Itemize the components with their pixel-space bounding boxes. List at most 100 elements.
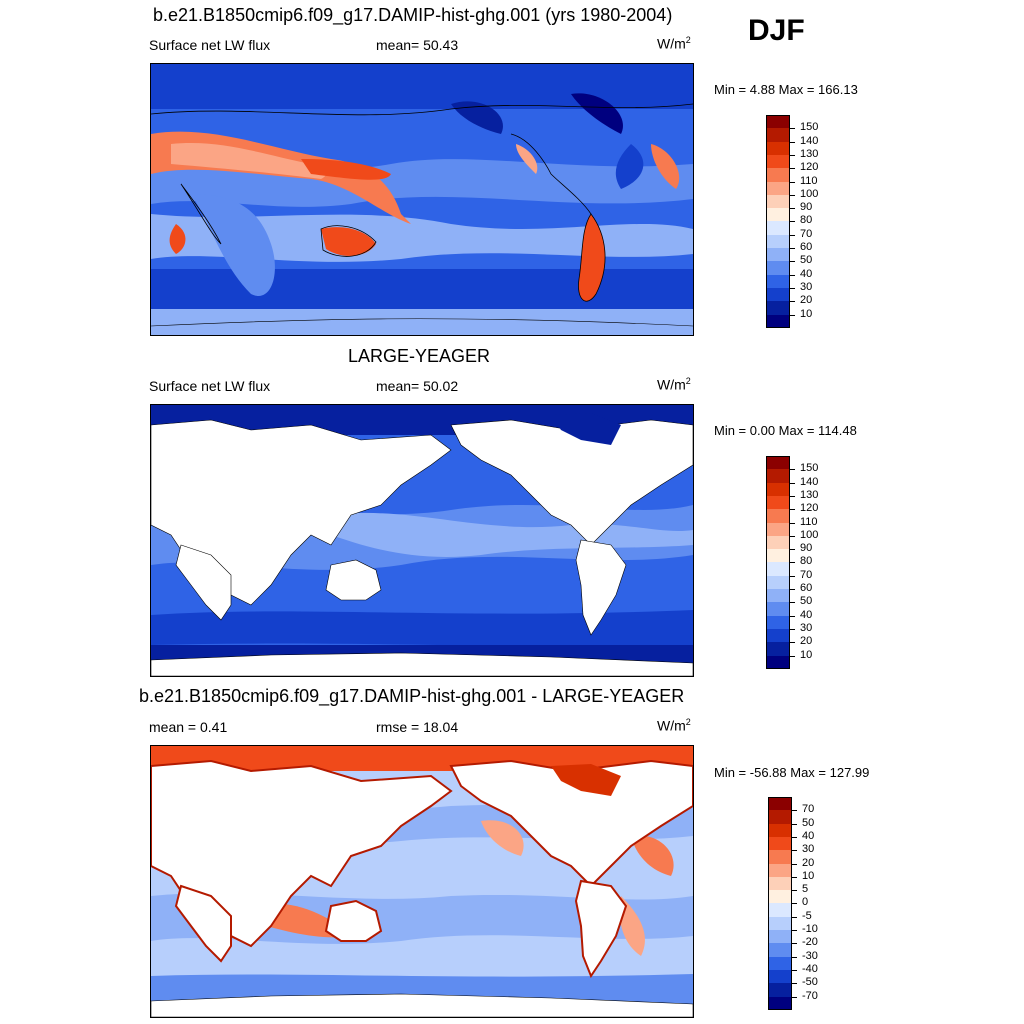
panel-1-variable-label: Surface net LW flux (149, 37, 271, 53)
colorbar-tick (792, 943, 797, 945)
colorbar-tick (792, 836, 797, 838)
colorbar-label: 130 (800, 147, 819, 160)
colorbar-tick (792, 890, 797, 892)
colorbar-tick (792, 810, 797, 812)
panel-2-map-svg (151, 405, 693, 676)
panel-1-colorbar: 150 140 130 120 110 100 90 80 70 60 50 40 30 20 10 (766, 115, 856, 329)
colorbar-tick (790, 128, 795, 130)
colorbar-label: 40 (800, 608, 813, 621)
colorbar-tick (790, 194, 795, 196)
panel-3-rmse-label: rmse = 18.04 (376, 719, 459, 735)
colorbar-label: 120 (800, 161, 819, 174)
colorbar-label: 70 (802, 803, 815, 816)
panel-2-minmax: Min = 0.00 Max = 114.48 (714, 423, 857, 438)
colorbar-label: 20 (800, 635, 813, 648)
panel-1-minmax: Min = 4.88 Max = 166.13 (714, 82, 858, 97)
colorbar-tick (792, 903, 797, 905)
colorbar-tick (790, 248, 795, 249)
colorbar-label: 10 (800, 648, 813, 661)
colorbar-tick (790, 535, 795, 537)
colorbar-tick (792, 983, 797, 985)
panel-1-units: W/m2 (657, 35, 691, 52)
colorbar-label: 80 (800, 555, 813, 568)
colorbar-tick (790, 615, 795, 617)
colorbar-label: 40 (800, 267, 813, 280)
colorbar-frame (768, 797, 792, 1010)
colorbar-label: 40 (802, 829, 815, 842)
panel-1-title: b.e21.B1850cmip6.f09_g17.DAMIP-hist-ghg.… (153, 5, 673, 25)
colorbar-tick (790, 509, 795, 511)
colorbar-tick (790, 287, 795, 289)
colorbar-tick (790, 549, 795, 551)
panel-1-mean-label: mean= 50.43 (376, 37, 459, 53)
colorbar-tick (792, 823, 797, 825)
colorbar-tick (790, 221, 795, 223)
colorbar-label: 130 (800, 488, 819, 501)
colorbar-label: 150 (800, 462, 819, 475)
colorbar-label: 20 (802, 856, 815, 869)
colorbar-tick (792, 863, 797, 865)
colorbar-label: 150 (800, 121, 819, 134)
colorbar-label: 70 (800, 568, 813, 581)
colorbar-label: 100 (800, 528, 819, 541)
panel-2-title: LARGE-YEAGER (348, 346, 491, 366)
colorbar-label: 110 (800, 515, 818, 528)
colorbar-label: 100 (800, 187, 819, 200)
colorbar-label: 0 (802, 896, 809, 909)
colorbar-tick (792, 916, 797, 918)
colorbar-label: -20 (802, 936, 818, 949)
panel-3-units: W/m2 (657, 717, 691, 734)
colorbar-tick (792, 850, 797, 852)
colorbar-label: 50 (800, 254, 813, 267)
colorbar-label: -5 (802, 909, 812, 922)
panel-2-map (150, 404, 694, 677)
colorbar-label: -70 (802, 989, 818, 1002)
season-label: DJF (748, 14, 805, 47)
colorbar-tick (790, 181, 795, 183)
colorbar-label: 70 (800, 227, 813, 240)
colorbar-label: 10 (800, 307, 813, 320)
colorbar-label: -40 (802, 962, 818, 975)
colorbar-tick (792, 956, 797, 958)
colorbar-label: 80 (800, 214, 813, 227)
colorbar-label: 30 (800, 280, 813, 293)
colorbar-label: 120 (800, 502, 819, 515)
colorbar-label: -30 (802, 949, 818, 962)
colorbar-tick (790, 522, 795, 524)
colorbar-tick (792, 969, 797, 971)
panel-2-variable-label: Surface net LW flux (149, 378, 271, 394)
colorbar-label: 90 (800, 201, 813, 214)
colorbar-label: 10 (802, 869, 815, 882)
panel-3-map-svg (151, 746, 693, 1017)
colorbar-label: 140 (800, 475, 819, 488)
colorbar-tick (790, 234, 795, 236)
colorbar-label: 110 (800, 174, 818, 187)
colorbar-label: 50 (800, 595, 813, 608)
colorbar-tick (792, 930, 797, 931)
colorbar-tick (790, 602, 795, 604)
colorbar-label: 50 (802, 816, 815, 829)
colorbar-tick (790, 141, 795, 143)
colorbar-label: 5 (802, 883, 809, 896)
colorbar-tick (790, 575, 795, 577)
colorbar-label: 90 (800, 542, 813, 555)
panel-3-map (150, 745, 694, 1018)
colorbar-label: -10 (802, 923, 818, 935)
colorbar-tick (790, 495, 795, 497)
colorbar-tick (790, 168, 795, 170)
colorbar-tick (792, 876, 797, 878)
colorbar-tick (790, 154, 795, 156)
colorbar-tick (792, 996, 797, 998)
colorbar-label: 60 (800, 241, 813, 253)
panel-2-mean-label: mean= 50.02 (376, 378, 459, 394)
colorbar-frame (766, 456, 790, 669)
colorbar-label: 140 (800, 134, 819, 147)
colorbar-label: 30 (802, 843, 815, 856)
colorbar-tick (790, 314, 795, 316)
colorbar-label: -50 (802, 976, 818, 989)
panel-2-units: W/m2 (657, 376, 691, 393)
panel-3-mean-label: mean = 0.41 (149, 719, 228, 735)
colorbar-tick (790, 642, 795, 644)
colorbar-tick (790, 274, 795, 276)
panel-3-colorbar: 70 50 40 30 20 10 5 0 -5 -10 -20 -30 -40 -50 -70 (768, 797, 858, 1011)
